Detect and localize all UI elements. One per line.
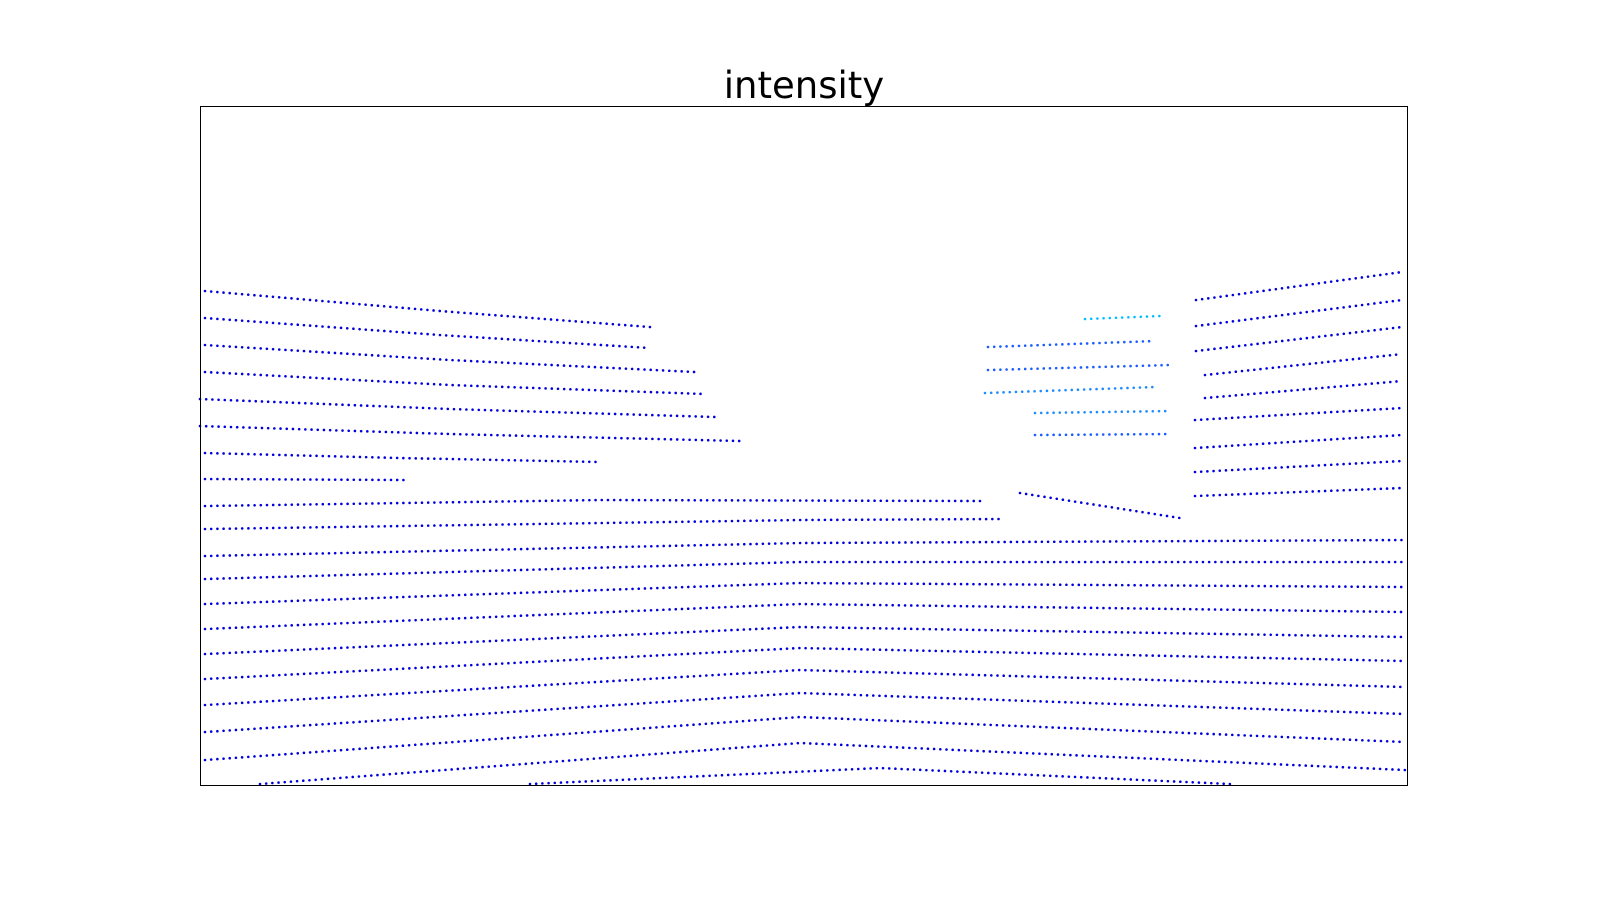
scan-line [203,646,1407,681]
scan-line [203,625,1407,656]
scan-line [203,343,697,374]
scan-line [1193,406,1404,422]
scan-line [203,715,1407,762]
scan-line [203,602,1407,631]
chart-title: intensity [724,64,884,107]
scan-line [1194,270,1404,302]
scan-line [1193,486,1404,498]
scan-line [1193,433,1404,450]
scan-line [986,339,1157,349]
scan-line [203,451,602,464]
scan-line [203,370,707,396]
scan-line [203,316,652,350]
scan-line [203,477,407,482]
scan-line [1083,314,1162,321]
scan-line [1194,325,1404,353]
scan-line [203,289,652,329]
scan-line [258,741,1407,786]
scan-line [1194,298,1404,328]
scan-line [983,385,1157,395]
scan-line [203,560,1407,581]
scan-line [198,424,742,443]
scan-line [1033,409,1172,415]
scan-line [1203,379,1404,400]
scan-line [203,581,1407,606]
scan-line [528,766,1232,786]
scan-line [203,498,982,508]
scan-line [986,363,1172,372]
scan-line [203,668,1407,707]
scan-line [203,517,1002,531]
scan-line [203,691,1407,734]
scan-line [1018,491,1182,520]
scan-line [198,397,717,419]
scan-line [1203,352,1404,377]
scan-line [203,538,1407,558]
plot-frame [200,106,1408,786]
scan-line [1033,432,1172,437]
point-cloud [198,270,1407,786]
scan-line [1193,459,1404,474]
